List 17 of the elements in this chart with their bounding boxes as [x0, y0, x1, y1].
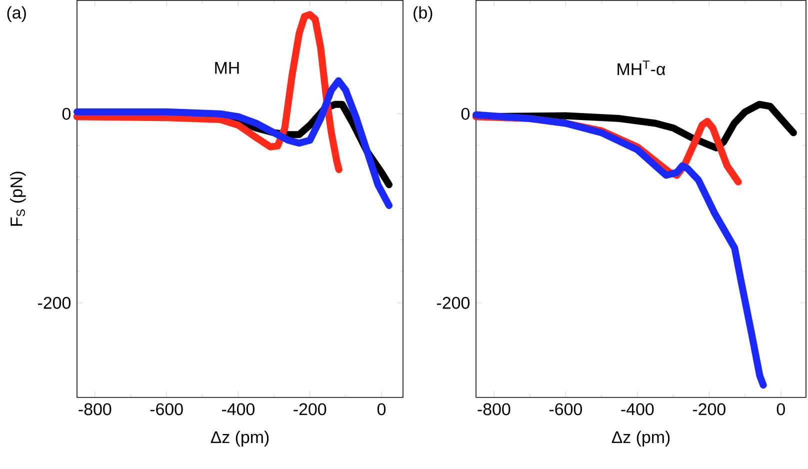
- chart-title: (b): [414, 6, 432, 22]
- x-axis-title: Δz (pm): [210, 430, 269, 446]
- x-tick-label: -200: [294, 403, 326, 416]
- annotation: MH: [215, 62, 239, 74]
- chart-title: (a): [7, 6, 26, 22]
- x-tick-label: -600: [549, 403, 582, 416]
- y-axis-title: F$_{S}$ (pN): [10, 172, 26, 226]
- x-tick-label: -400: [222, 403, 255, 416]
- annotation: MH$^{T}$-α: [618, 60, 666, 75]
- x-axis-title: Δz (pm): [612, 430, 670, 446]
- x-tick-label: -800: [478, 403, 510, 416]
- x-tick-label: -600: [150, 403, 183, 416]
- x-tick-label: -200: [692, 403, 726, 416]
- x-tick-label: 0: [776, 403, 785, 416]
- x-tick-label: 0: [377, 403, 386, 416]
- x-tick-label: -800: [78, 403, 112, 416]
- x-tick-label: -400: [621, 403, 654, 416]
